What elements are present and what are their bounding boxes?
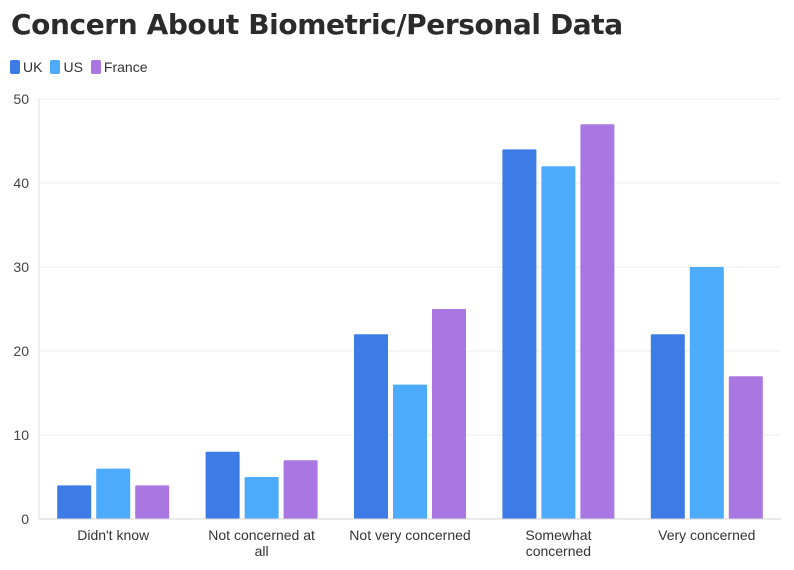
legend-label-us: US [63,59,83,75]
x-tick-label: Not concerned at [208,527,315,543]
bar-france-2 [432,309,466,519]
legend-label-france: France [103,59,148,75]
bar-uk-4 [650,334,685,519]
legend-swatch-us [50,60,61,74]
legend-label-uk: UK [23,59,43,75]
legend-swatch-france [90,60,101,74]
y-tick-label: 20 [13,343,29,359]
bar-us-0 [96,468,131,519]
legend-item-us[interactable]: US [50,59,83,75]
bar-france-0 [135,485,170,519]
bar-us-2 [393,384,427,519]
legend-item-uk[interactable]: UK [10,59,42,75]
y-tick-label: 50 [13,91,29,107]
bar-us-4 [689,267,724,519]
legend-item-france[interactable]: France [90,59,148,75]
legend: UK US France [10,59,147,75]
bar-france-1 [283,460,318,519]
bar-uk-2 [354,334,388,519]
bar-france-3 [580,124,615,519]
x-tick-label: concerned [526,543,591,559]
bar-uk-1 [205,451,240,519]
bar-us-1 [244,477,279,519]
bar-us-3 [541,166,576,519]
y-tick-label: 30 [13,259,29,275]
y-tick-label: 10 [13,427,29,443]
chart-title: Concern About Biometric/Personal Data [11,8,623,41]
legend-swatch-uk [10,60,20,74]
bar-france-4 [728,376,763,519]
bar-uk-3 [502,149,537,519]
x-tick-label: Didn't know [77,527,150,543]
x-tick-label: Somewhat [525,527,591,543]
y-tick-label: 40 [13,175,29,191]
y-tick-label: 0 [21,511,29,527]
x-tick-label: Not very concerned [349,527,470,543]
x-tick-label: Very concerned [658,527,755,543]
x-tick-label: all [255,543,269,559]
bar-uk-0 [57,485,92,519]
